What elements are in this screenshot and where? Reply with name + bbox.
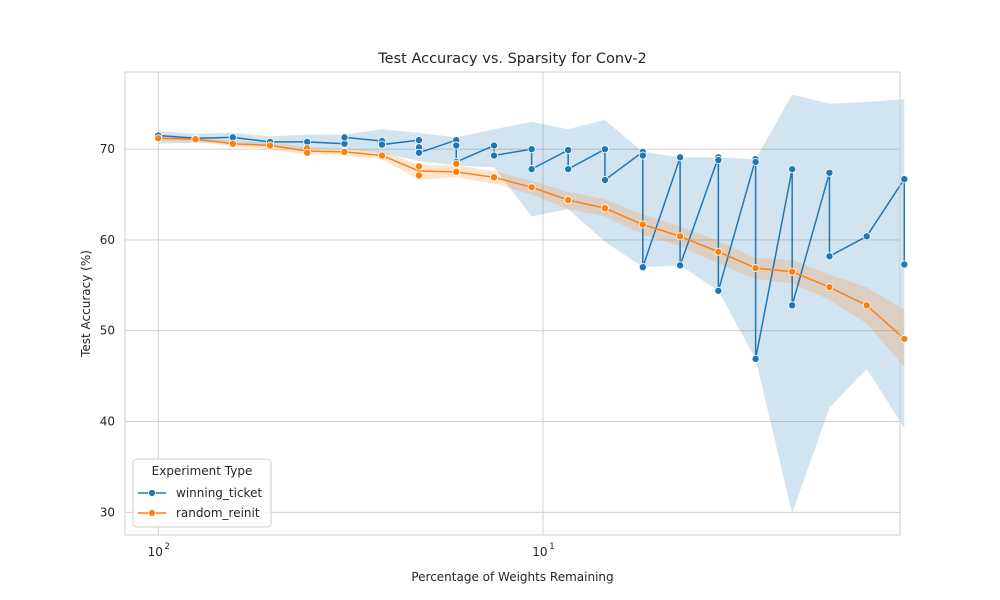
point-winning-ticket <box>714 286 723 295</box>
point-random-reinit <box>340 147 349 156</box>
point-winning-ticket <box>825 252 834 261</box>
point-winning-ticket <box>600 176 609 185</box>
point-random-reinit <box>414 171 423 180</box>
y-tick-label: 60 <box>100 233 115 247</box>
point-winning-ticket <box>714 156 723 165</box>
point-winning-ticket <box>751 157 760 166</box>
y-tick-label: 70 <box>100 142 115 156</box>
y-tick-labels: 30 40 50 60 70 <box>100 142 115 519</box>
point-winning-ticket <box>414 148 423 157</box>
point-winning-ticket <box>862 232 871 241</box>
point-winning-ticket <box>564 146 573 155</box>
point-winning-ticket <box>527 145 536 154</box>
point-winning-ticket <box>490 141 499 150</box>
chart-title: Test Accuracy vs. Sparsity for Conv-2 <box>377 51 646 67</box>
point-winning-ticket <box>638 263 647 272</box>
point-random-reinit <box>788 267 797 276</box>
point-winning-ticket <box>564 165 573 174</box>
y-tick-label: 40 <box>100 415 115 429</box>
point-winning-ticket <box>600 145 609 154</box>
legend-entry-random-reinit: random_reinit <box>176 506 260 520</box>
point-winning-ticket <box>490 151 499 160</box>
point-random-reinit <box>154 134 163 143</box>
point-random-reinit <box>527 183 536 192</box>
x-tick-exponent: 1 <box>549 542 554 552</box>
point-random-reinit <box>452 159 461 168</box>
x-tick-labels: 10 2 10 1 <box>148 542 555 559</box>
legend-entry-winning-ticket: winning_ticket <box>176 486 262 500</box>
x-axis-label: Percentage of Weights Remaining <box>411 570 613 584</box>
point-random-reinit <box>191 135 200 144</box>
point-winning-ticket <box>788 165 797 174</box>
legend-title: Experiment Type <box>152 464 253 478</box>
legend: Experiment Type winning_ticket random_re… <box>132 458 272 528</box>
point-winning-ticket <box>751 354 760 363</box>
point-winning-ticket <box>527 165 536 174</box>
point-random-reinit <box>638 220 647 229</box>
y-tick-label: 50 <box>100 324 115 338</box>
legend-marker-winning-ticket <box>148 489 156 497</box>
point-random-reinit <box>714 247 723 256</box>
point-random-reinit <box>414 162 423 171</box>
y-tick-label: 30 <box>100 505 115 519</box>
point-winning-ticket <box>788 301 797 310</box>
point-winning-ticket <box>900 260 909 269</box>
grid <box>125 72 900 535</box>
point-winning-ticket <box>638 151 647 160</box>
point-random-reinit <box>900 334 909 343</box>
point-random-reinit <box>452 167 461 176</box>
point-random-reinit <box>676 232 685 241</box>
point-winning-ticket <box>676 153 685 162</box>
legend-box <box>132 458 272 528</box>
point-random-reinit <box>228 139 237 148</box>
point-random-reinit <box>564 196 573 205</box>
series-points <box>154 131 909 363</box>
legend-marker-random-reinit <box>148 509 156 517</box>
point-random-reinit <box>825 283 834 292</box>
x-tick-label: 10 <box>532 545 547 559</box>
y-axis-label: Test Accuracy (%) <box>79 250 93 358</box>
point-winning-ticket <box>340 133 349 142</box>
plot-frame <box>124 71 901 536</box>
x-tick-label: 10 <box>148 545 163 559</box>
point-winning-ticket <box>452 141 461 150</box>
point-random-reinit <box>751 264 760 273</box>
point-winning-ticket <box>414 136 423 145</box>
point-winning-ticket <box>825 168 834 177</box>
point-random-reinit <box>378 151 387 160</box>
x-tick-exponent: 2 <box>165 542 170 552</box>
point-winning-ticket <box>676 261 685 270</box>
point-winning-ticket <box>378 140 387 149</box>
point-random-reinit <box>266 141 275 150</box>
point-winning-ticket <box>900 175 909 184</box>
point-random-reinit <box>303 148 312 157</box>
point-random-reinit <box>490 173 499 182</box>
point-random-reinit <box>862 301 871 310</box>
point-random-reinit <box>600 204 609 213</box>
band-random-reinit <box>158 134 905 368</box>
